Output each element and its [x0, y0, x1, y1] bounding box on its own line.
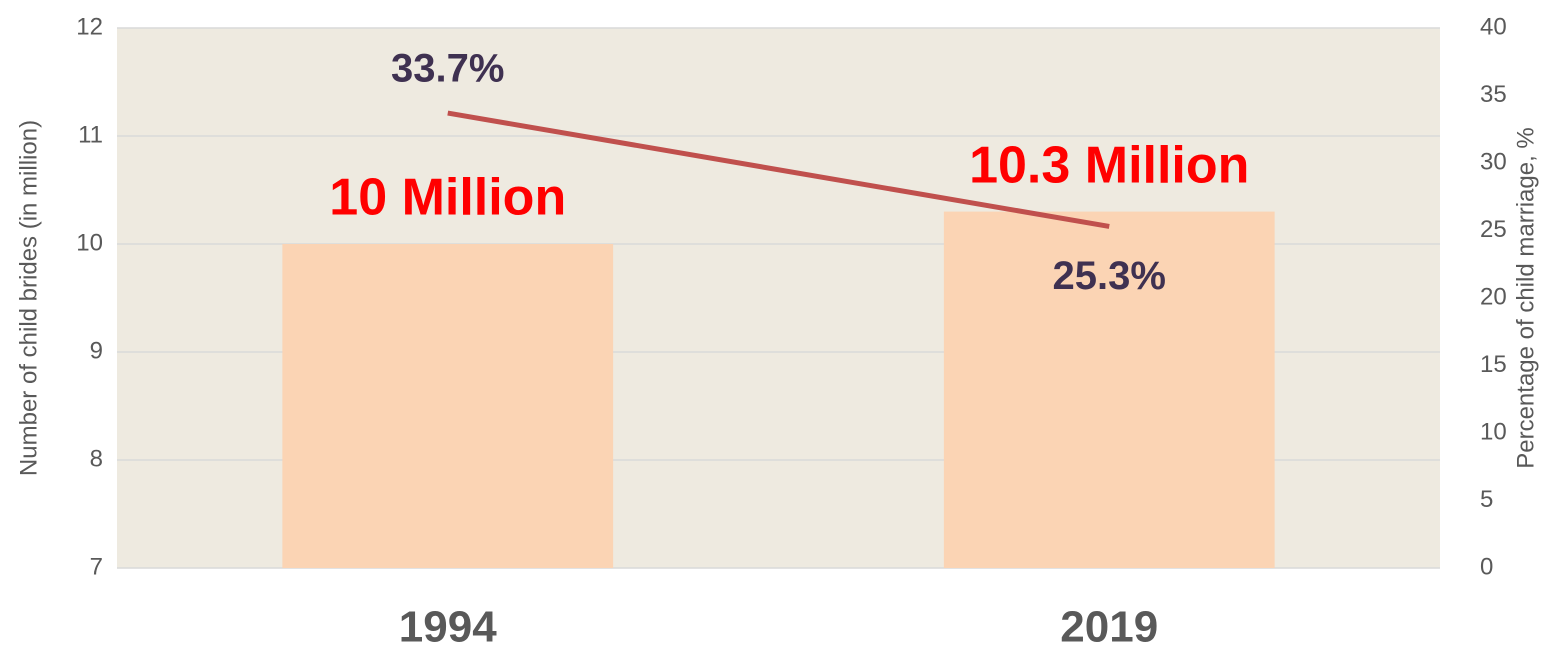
bar [282, 244, 614, 568]
y2-axis-title: Percentage of child marriage, % [1512, 127, 1539, 469]
bar-value-label: 10 Million [329, 169, 566, 227]
y2-tick-label: 10 [1480, 418, 1507, 445]
y-tick-label: 10 [76, 229, 103, 256]
y2-tick-label: 15 [1480, 351, 1507, 378]
y2-tick-label: 5 [1480, 486, 1493, 513]
y-axis-title: Number of child brides (in million) [15, 120, 42, 476]
line [447, 110, 1110, 229]
y2-tick-label: 25 [1480, 216, 1507, 243]
y2-tick-label: 20 [1480, 283, 1507, 310]
y-tick-label: 12 [76, 13, 103, 40]
y2-tick-label: 0 [1480, 553, 1493, 580]
x-tick-label: 2019 [1060, 603, 1158, 649]
line-value-label: 33.7% [391, 47, 504, 91]
line-value-label: 25.3% [1053, 254, 1166, 298]
y2-tick-label: 30 [1480, 148, 1507, 175]
y-tick-label: 9 [90, 337, 103, 364]
x-tick-label: 1994 [399, 603, 497, 649]
bar-value-label: 10.3 Million [969, 136, 1249, 194]
y-tick-label: 8 [90, 445, 103, 472]
bar [943, 211, 1275, 568]
y-tick-label: 7 [90, 553, 103, 580]
y-tick-label: 11 [78, 121, 103, 148]
y2-tick-label: 40 [1480, 13, 1507, 40]
y2-tick-label: 35 [1480, 81, 1507, 108]
